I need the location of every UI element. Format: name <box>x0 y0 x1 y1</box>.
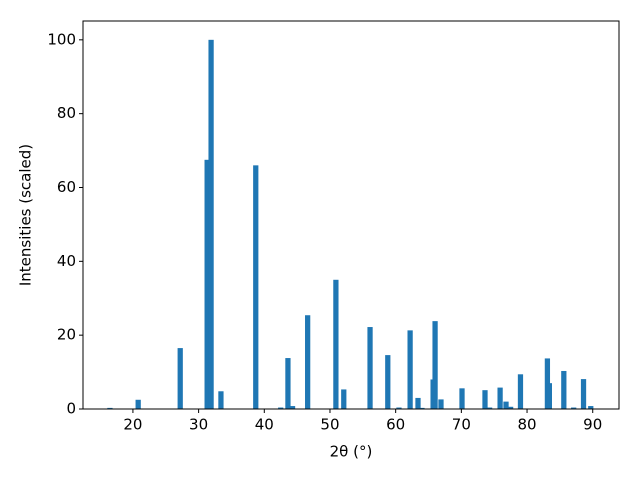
bar <box>396 407 402 409</box>
bar <box>407 330 413 409</box>
bar <box>285 358 291 409</box>
bar <box>438 399 444 409</box>
bar <box>333 279 339 409</box>
x-tick-label: 70 <box>452 416 471 434</box>
bar <box>415 397 421 409</box>
bar <box>517 374 524 409</box>
x-tick-label: 30 <box>189 416 208 434</box>
bar <box>208 39 214 409</box>
bar <box>341 389 347 409</box>
bar <box>419 407 425 409</box>
bar <box>253 165 259 409</box>
bar <box>177 348 183 409</box>
x-axis-label: 2θ (°) <box>330 443 373 461</box>
bar <box>204 159 210 409</box>
bar <box>482 390 488 409</box>
y-tick-label: 80 <box>57 104 76 122</box>
bar <box>218 391 224 409</box>
bar <box>385 355 391 409</box>
x-tick-label: 50 <box>320 416 339 434</box>
x-tick-label: 60 <box>386 416 405 434</box>
y-tick-label: 0 <box>66 400 76 418</box>
bar <box>367 327 373 409</box>
bar <box>546 383 552 409</box>
y-tick-label: 20 <box>57 326 76 344</box>
bar <box>561 370 567 409</box>
bar <box>305 315 311 409</box>
bar <box>497 387 503 409</box>
bar <box>486 407 493 409</box>
y-tick-label: 60 <box>57 178 76 196</box>
x-tick-label: 20 <box>123 416 142 434</box>
bar <box>507 406 514 409</box>
bar <box>432 321 438 409</box>
x-tick-label: 40 <box>255 416 274 434</box>
bar <box>503 401 509 409</box>
bar <box>580 379 587 409</box>
bar <box>459 388 465 409</box>
bar <box>571 407 577 409</box>
y-tick-label: 100 <box>47 30 76 48</box>
bar <box>107 407 113 409</box>
plot-frame <box>82 20 620 410</box>
x-tick-label: 80 <box>517 416 536 434</box>
x-tick-label: 90 <box>583 416 602 434</box>
bar <box>135 399 141 409</box>
bar <box>588 406 594 409</box>
bar <box>289 406 296 409</box>
y-tick-label: 40 <box>57 252 76 270</box>
y-axis-label: Intensities (scaled) <box>17 144 35 286</box>
bar <box>278 407 284 409</box>
